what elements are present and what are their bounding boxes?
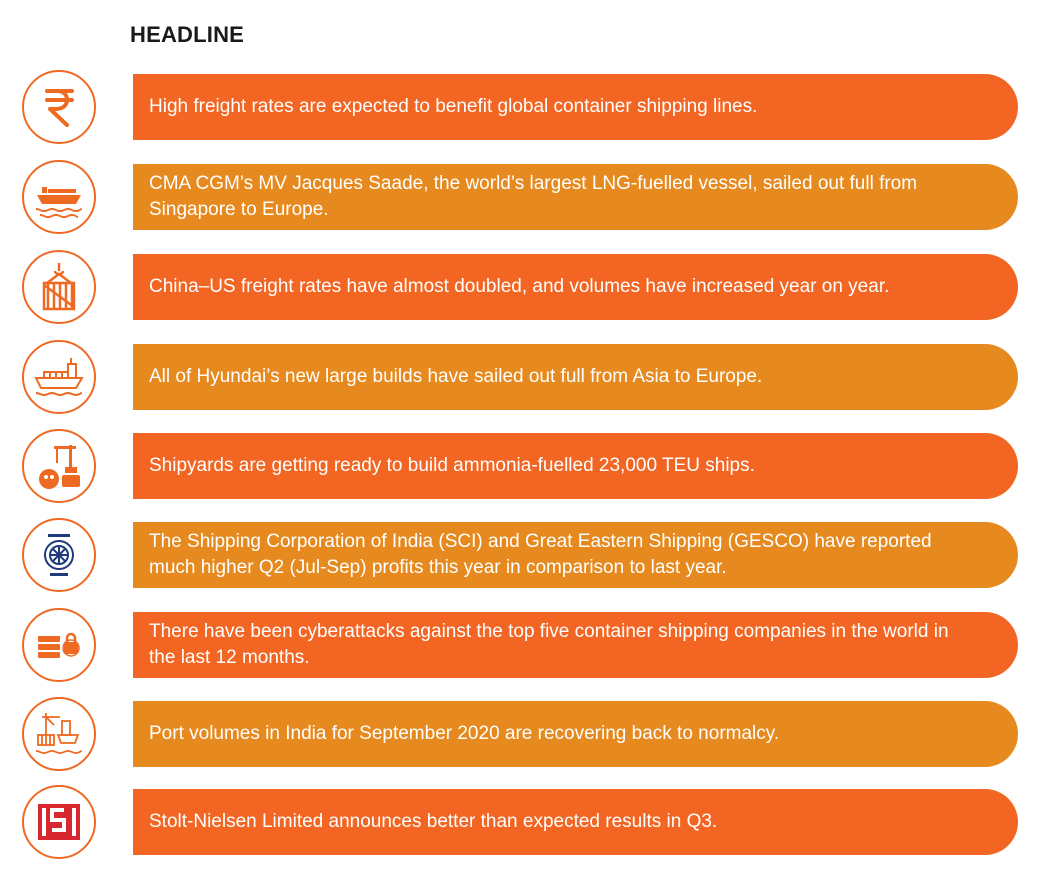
headline-bar: There have been cyberattacks against the… — [133, 612, 1018, 678]
headline-bar: High freight rates are expected to benef… — [133, 74, 1018, 140]
list-item: Shipyards are getting ready to build amm… — [0, 429, 1046, 503]
list-item: The Shipping Corporation of India (SCI) … — [0, 518, 1046, 592]
list-item: CMA CGM’s MV Jacques Saade, the world’s … — [0, 160, 1046, 234]
cargo-ship-icon — [22, 340, 96, 414]
list-item: Stolt-Nielsen Limited announces better t… — [0, 785, 1046, 859]
list-item: High freight rates are expected to benef… — [0, 70, 1046, 144]
headline-bar: The Shipping Corporation of India (SCI) … — [133, 522, 1018, 588]
sci-logo-icon — [22, 518, 96, 592]
headline-bar: China–US freight rates have almost doubl… — [133, 254, 1018, 320]
crane-crate-icon — [22, 250, 96, 324]
list-item: Port volumes in India for September 2020… — [0, 697, 1046, 771]
headline-text: There have been cyberattacks against the… — [149, 621, 949, 668]
headline-text: Port volumes in India for September 2020… — [149, 723, 780, 744]
headline-bar: Port volumes in India for September 2020… — [133, 701, 1018, 767]
headline-text: High freight rates are expected to benef… — [149, 96, 758, 117]
list-item: China–US freight rates have almost doubl… — [0, 250, 1046, 324]
headline-bar: CMA CGM’s MV Jacques Saade, the world’s … — [133, 164, 1018, 230]
headline-text: Shipyards are getting ready to build amm… — [149, 455, 755, 476]
port-icon — [22, 697, 96, 771]
shipyard-icon — [22, 429, 96, 503]
stolt-nielsen-logo-icon — [22, 785, 96, 859]
list-item: There have been cyberattacks against the… — [0, 608, 1046, 682]
headline-bar: All of Hyundai’s new large builds have s… — [133, 344, 1018, 410]
headline-text: CMA CGM’s MV Jacques Saade, the world’s … — [149, 173, 918, 220]
headline-text: Stolt-Nielsen Limited announces better t… — [149, 811, 718, 832]
headline-text: All of Hyundai’s new large builds have s… — [149, 366, 763, 387]
cyber-security-icon — [22, 608, 96, 682]
headline-bar: Shipyards are getting ready to build amm… — [133, 433, 1018, 499]
rupee-icon — [22, 70, 96, 144]
list-item: All of Hyundai’s new large builds have s… — [0, 340, 1046, 414]
headline-text: China–US freight rates have almost doubl… — [149, 276, 890, 297]
container-ship-icon — [22, 160, 96, 234]
headline-text: The Shipping Corporation of India (SCI) … — [149, 531, 932, 578]
page-title: HEADLINE — [130, 22, 245, 47]
headline-bar: Stolt-Nielsen Limited announces better t… — [133, 789, 1018, 855]
